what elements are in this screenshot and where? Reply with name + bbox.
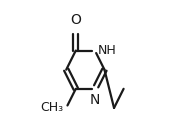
Text: NH: NH <box>98 44 116 57</box>
Text: N: N <box>90 93 100 107</box>
Text: O: O <box>70 13 81 27</box>
Text: CH₃: CH₃ <box>40 101 64 114</box>
